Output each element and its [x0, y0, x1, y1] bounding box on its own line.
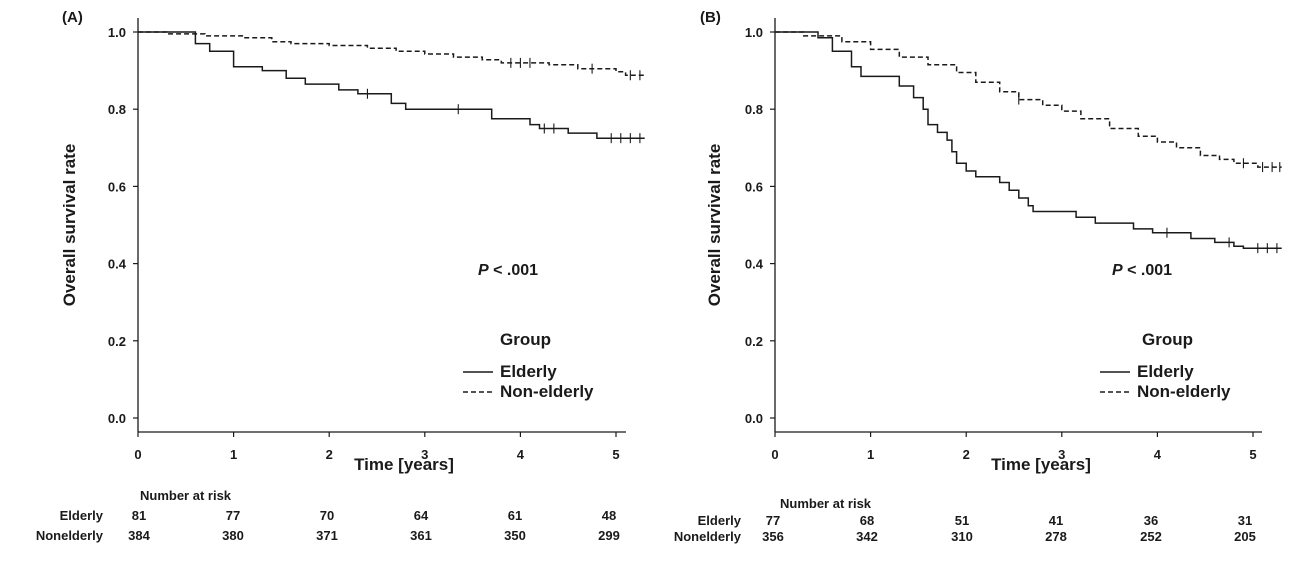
x-tick-label: 5 — [612, 447, 619, 462]
risk-row-label: Nonelderly — [674, 529, 742, 544]
x-tick-label: 2 — [326, 447, 333, 462]
legend-label-nonelderly: Non-elderly — [1137, 382, 1231, 401]
risk-value: 61 — [508, 508, 522, 523]
x-tick-label: 5 — [1249, 447, 1256, 462]
risk-row-label: Nonelderly — [36, 528, 104, 543]
y-tick-label: 0.6 — [108, 179, 126, 194]
risk-value: 77 — [766, 513, 780, 528]
survival-curve-nonelderly — [775, 31, 1282, 168]
risk-value: 278 — [1045, 529, 1067, 544]
risk-value: 384 — [128, 528, 150, 543]
y-tick-label: 0.0 — [108, 411, 126, 426]
survival-curve-nonelderly — [138, 31, 645, 76]
x-tick-label: 3 — [421, 447, 428, 462]
survival-curve-elderly — [138, 31, 645, 139]
p-value-annotation: P < .001 — [478, 262, 538, 279]
y-tick-label: 0.2 — [108, 334, 126, 349]
y-tick-label: 0.8 — [745, 102, 763, 117]
panel-label: (B) — [700, 9, 721, 26]
y-tick-label: 0.0 — [745, 411, 763, 426]
x-tick-label: 1 — [867, 447, 874, 462]
legend-label-elderly: Elderly — [500, 362, 557, 381]
x-tick-label: 0 — [134, 447, 141, 462]
risk-value: 31 — [1238, 513, 1252, 528]
x-tick-label: 1 — [230, 447, 237, 462]
y-axis-label: Overall survival rate — [705, 144, 724, 307]
y-tick-label: 0.4 — [745, 257, 764, 272]
p-value-symbol: P — [478, 262, 489, 279]
legend-label-elderly: Elderly — [1137, 362, 1194, 381]
y-tick-label: 0.2 — [745, 334, 763, 349]
risk-value: 70 — [320, 508, 334, 523]
risk-value: 68 — [860, 513, 874, 528]
risk-value: 371 — [316, 528, 338, 543]
risk-value: 77 — [226, 508, 240, 523]
risk-value: 51 — [955, 513, 969, 528]
risk-row-label: Elderly — [698, 513, 742, 528]
risk-value: 205 — [1234, 529, 1256, 544]
risk-value: 350 — [504, 528, 526, 543]
risk-value: 342 — [856, 529, 878, 544]
legend-title: Group — [500, 330, 551, 349]
x-tick-label: 4 — [1154, 447, 1162, 462]
y-tick-label: 0.6 — [745, 179, 763, 194]
risk-table-heading: Number at risk — [780, 496, 872, 511]
risk-value: 310 — [951, 529, 973, 544]
x-tick-label: 3 — [1058, 447, 1065, 462]
legend-title: Group — [1142, 330, 1193, 349]
x-tick-label: 2 — [963, 447, 970, 462]
legend-label-nonelderly: Non-elderly — [500, 382, 594, 401]
risk-value: 252 — [1140, 529, 1162, 544]
risk-value: 41 — [1049, 513, 1063, 528]
risk-table-heading: Number at risk — [140, 488, 232, 503]
x-axis-label: Time [years] — [991, 455, 1091, 474]
x-axis-label: Time [years] — [354, 455, 454, 474]
panel-label: (A) — [62, 9, 83, 26]
risk-value: 356 — [762, 529, 784, 544]
km-panel-a: (A) 0.0 0.2 0.4 0.6 0.8 1.0 0 1 2 3 4 5 Overall survi… — [36, 9, 645, 543]
y-tick-label: 0.4 — [108, 257, 127, 272]
km-panel-b: (B) 0.0 0.2 0.4 0.6 0.8 1.0 0 1 2 3 4 5 Overall survi… — [674, 9, 1282, 544]
risk-value: 64 — [414, 508, 429, 523]
p-value-text: < .001 — [489, 262, 538, 279]
survival-curve-elderly — [775, 31, 1282, 249]
risk-value: 36 — [1144, 513, 1158, 528]
y-tick-label: 1.0 — [108, 25, 126, 40]
y-tick-label: 0.8 — [108, 102, 126, 117]
risk-value: 48 — [602, 508, 616, 523]
p-value-text: < .001 — [1123, 262, 1172, 279]
risk-value: 361 — [410, 528, 432, 543]
y-tick-label: 1.0 — [745, 25, 763, 40]
risk-value: 299 — [598, 528, 620, 543]
risk-value: 380 — [222, 528, 244, 543]
x-tick-label: 4 — [517, 447, 525, 462]
x-tick-label: 0 — [771, 447, 778, 462]
y-axis-label: Overall survival rate — [60, 144, 79, 307]
risk-value: 81 — [132, 508, 146, 523]
risk-row-label: Elderly — [60, 508, 104, 523]
p-value-annotation: P < .001 — [1112, 262, 1172, 279]
p-value-symbol: P — [1112, 262, 1123, 279]
